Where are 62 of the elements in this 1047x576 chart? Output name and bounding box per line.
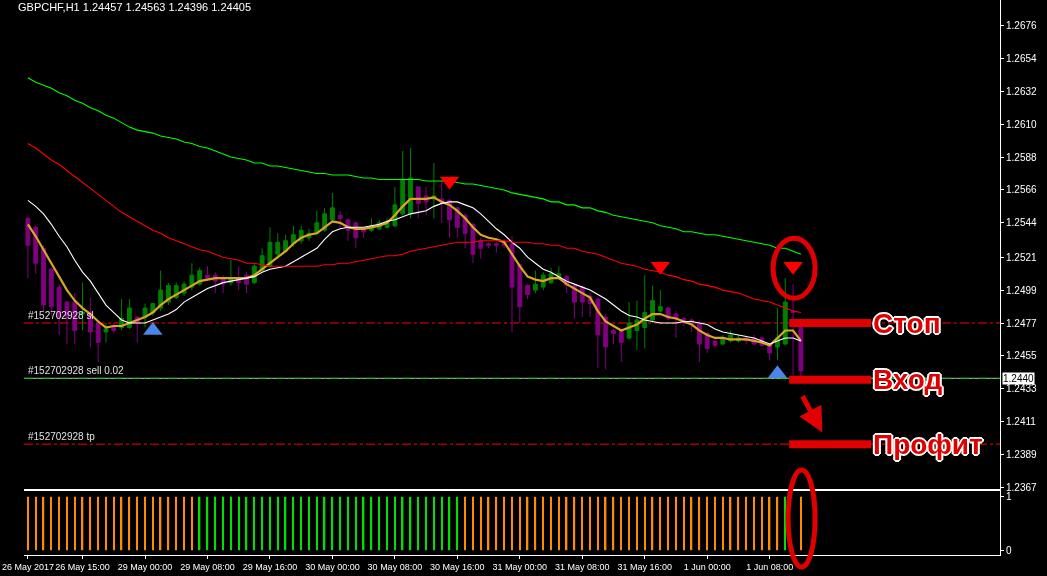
y-tick-label: 1.2477 — [1006, 317, 1038, 329]
ref-line-label: 1.2440 — [1003, 373, 1035, 384]
x-tick-label: 26 May 2017 — [1, 561, 54, 572]
x-tick-label: 26 May 15:00 — [55, 561, 110, 572]
x-tick-label: 31 May 08:00 — [555, 561, 610, 572]
y-tick-label: 1.2588 — [1006, 151, 1038, 163]
y-tick-label: 1.2676 — [1006, 19, 1038, 31]
candlestick — [657, 289, 663, 314]
y-tick-label: 1.2521 — [1006, 251, 1038, 263]
x-tick-label: 1 Jun 08:00 — [746, 561, 794, 572]
x-tick-label: 30 May 08:00 — [367, 561, 423, 572]
candlestick — [111, 322, 117, 334]
y-tick-label: 1.2610 — [1006, 118, 1038, 130]
ref-line-label: #152702928 sell 0.02 — [28, 365, 125, 376]
candlestick — [205, 265, 210, 282]
y-tick-label: 1.2433 — [1006, 383, 1038, 395]
x-tick-label: 29 May 00:00 — [117, 561, 173, 572]
candlestick — [95, 319, 101, 363]
candlestick — [798, 325, 804, 378]
candlestick — [493, 241, 499, 254]
x-tick-label: 1 Jun 00:00 — [683, 561, 731, 572]
y-tick-label: 1.2411 — [1006, 416, 1037, 428]
y-tick-label: 1.2632 — [1006, 85, 1038, 97]
chart-title: GBPCHF,H1 1.24457 1.24563 1.24396 1.24405 — [18, 0, 252, 13]
candlestick — [525, 283, 531, 300]
x-tick-label: 31 May 16:00 — [617, 561, 673, 572]
candlestick — [408, 147, 413, 219]
ref-line-label: #152702928 tp — [28, 431, 96, 442]
candlestick — [767, 343, 773, 361]
candlestick — [533, 270, 538, 294]
y-tick-label: 1.2544 — [1006, 217, 1038, 229]
candlestick — [611, 328, 616, 345]
y-tick-label: 1.2367 — [1006, 482, 1038, 493]
candlestick — [478, 237, 484, 260]
y-tick-label: 1.2566 — [1006, 184, 1038, 196]
candlestick — [25, 216, 31, 279]
candlestick — [400, 150, 406, 216]
x-tick-label: 29 May 08:00 — [180, 561, 235, 572]
candlestick — [275, 232, 281, 258]
x-tick-label: 29 May 16:00 — [242, 561, 298, 572]
y-tick-label: 1.2389 — [1006, 449, 1038, 461]
candlestick — [517, 262, 523, 324]
y-tick-label: 1.2654 — [1006, 52, 1038, 64]
candlestick — [618, 328, 624, 363]
line-series — [27, 77, 802, 255]
y-tick-label: 1 — [1006, 491, 1012, 503]
y-tick-label: 1.2455 — [1006, 350, 1038, 362]
candlestick — [486, 241, 491, 249]
candlestick — [603, 313, 609, 370]
candlestick — [337, 210, 343, 228]
candlestick — [595, 297, 601, 369]
candlestick — [103, 322, 109, 343]
candlestick — [712, 337, 718, 348]
y-tick-label: 1.2499 — [1006, 284, 1038, 296]
y-tick-label: 0 — [1006, 544, 1012, 556]
x-tick-label: 30 May 00:00 — [305, 561, 360, 572]
candlestick — [314, 210, 320, 236]
candlestick — [790, 283, 796, 376]
candlestick — [650, 285, 655, 324]
candlestick — [509, 235, 515, 333]
x-tick-label: 31 May 00:00 — [492, 561, 548, 572]
x-tick-label: 30 May 16:00 — [430, 561, 485, 572]
